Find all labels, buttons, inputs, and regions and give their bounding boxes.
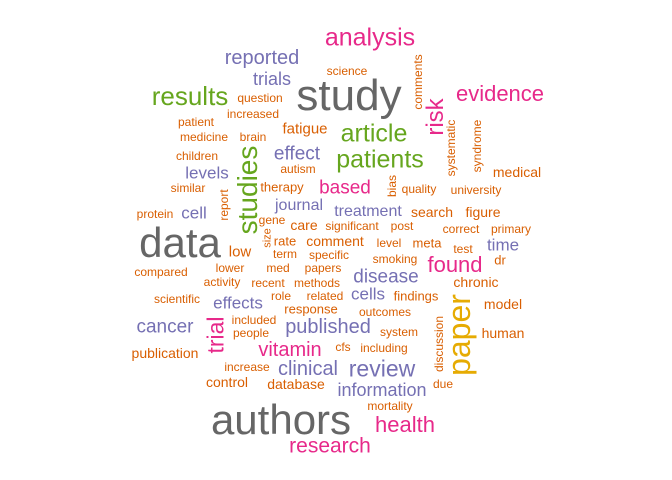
- word-patient: patient: [177, 115, 215, 129]
- word-scientific: scientific: [153, 292, 201, 306]
- word-lower: lower: [215, 261, 245, 275]
- word-outcomes: outcomes: [358, 305, 412, 319]
- word-university: university: [450, 183, 502, 197]
- word-autism: autism: [280, 162, 316, 176]
- word-clinical: clinical: [277, 358, 339, 380]
- word-vitamin: vitamin: [258, 339, 322, 361]
- word-results: results: [151, 81, 229, 111]
- word-effects: effects: [213, 293, 263, 313]
- word-cancer: cancer: [136, 316, 194, 338]
- word-correct: correct: [442, 222, 480, 236]
- word-report: report: [217, 189, 231, 221]
- word-systematic: systematic: [444, 119, 458, 177]
- word-care: care: [290, 217, 318, 233]
- word-authors: authors: [210, 396, 352, 443]
- word-quality: quality: [401, 182, 437, 196]
- word-effect: effect: [273, 143, 321, 165]
- word-trials: trials: [252, 69, 292, 89]
- word-med: med: [266, 261, 290, 275]
- word-human: human: [481, 325, 525, 341]
- word-protein: protein: [136, 207, 174, 221]
- word-model: model: [483, 296, 523, 312]
- word-cells: cells: [350, 284, 386, 304]
- word-smoking: smoking: [372, 252, 418, 266]
- word-response: response: [284, 301, 338, 317]
- word-found: found: [427, 252, 483, 277]
- word-test: test: [453, 242, 473, 256]
- word-related: related: [306, 289, 344, 303]
- word-activity: activity: [203, 275, 241, 289]
- word-due: due: [432, 377, 454, 391]
- word-time: time: [486, 235, 520, 255]
- word-study: study: [296, 71, 402, 120]
- word-journal: journal: [274, 197, 324, 214]
- word-disease: disease: [353, 266, 419, 288]
- word-system: system: [379, 325, 419, 339]
- word-specific: specific: [308, 248, 350, 262]
- word-article: article: [340, 119, 408, 148]
- word-comment: comment: [306, 233, 364, 249]
- word-role: role: [270, 289, 292, 303]
- word-cell: cell: [181, 203, 207, 223]
- word-search: search: [410, 204, 454, 220]
- word-analysis: analysis: [324, 23, 416, 52]
- word-low: low: [228, 243, 252, 261]
- word-trial: trial: [202, 316, 229, 354]
- word-increase: increase: [224, 360, 270, 374]
- word-papers: papers: [304, 261, 342, 275]
- word-research: research: [289, 434, 371, 458]
- word-similar: similar: [170, 181, 206, 195]
- word-science: science: [326, 64, 368, 78]
- word-people: people: [232, 326, 270, 340]
- word-figure: figure: [465, 204, 501, 220]
- word-levels: levels: [185, 163, 229, 183]
- word-data: data: [139, 219, 221, 266]
- word-discussion: discussion: [432, 315, 446, 373]
- word-reported: reported: [224, 47, 300, 69]
- word-post: post: [390, 219, 414, 233]
- word-compared: compared: [134, 265, 188, 279]
- word-recent: recent: [251, 276, 285, 290]
- word-cfs: cfs: [335, 340, 351, 354]
- word-health: health: [375, 412, 435, 437]
- word-publication: publication: [131, 345, 199, 361]
- word-treatment: treatment: [334, 203, 402, 220]
- word-meta: meta: [412, 235, 442, 251]
- word-patients: patients: [336, 145, 424, 174]
- word-mortality: mortality: [367, 399, 413, 413]
- word-based: based: [319, 177, 371, 199]
- word-control: control: [205, 374, 249, 390]
- word-including: including: [360, 341, 408, 355]
- word-therapy: therapy: [260, 179, 304, 195]
- word-published: published: [285, 316, 371, 338]
- word-medicine: medicine: [179, 130, 229, 144]
- word-syndrome: syndrome: [470, 119, 484, 173]
- word-medical: medical: [492, 164, 542, 180]
- word-chronic: chronic: [453, 274, 499, 290]
- word-size: size: [261, 228, 274, 248]
- word-question: question: [237, 91, 283, 105]
- word-paper: paper: [441, 294, 477, 376]
- word-term: term: [273, 247, 297, 261]
- word-dr: dr: [494, 252, 506, 268]
- word-children: children: [175, 149, 219, 163]
- word-database: database: [267, 376, 325, 392]
- word-findings: findings: [393, 288, 439, 304]
- word-gene: gene: [258, 213, 286, 227]
- word-primary: primary: [490, 222, 532, 236]
- word-evidence: evidence: [455, 81, 545, 106]
- word-bias: bias: [385, 174, 399, 198]
- word-information: information: [337, 380, 427, 400]
- word-fatigue: fatigue: [282, 120, 328, 138]
- word-significant: significant: [325, 219, 379, 233]
- word-methods: methods: [293, 276, 341, 290]
- word-increased: increased: [226, 107, 280, 121]
- word-included: included: [231, 313, 277, 327]
- word-rate: rate: [273, 233, 297, 249]
- word-brain: brain: [239, 130, 267, 144]
- word-review: review: [348, 355, 416, 382]
- word-level: level: [376, 236, 402, 250]
- word-comments: comments: [411, 54, 425, 110]
